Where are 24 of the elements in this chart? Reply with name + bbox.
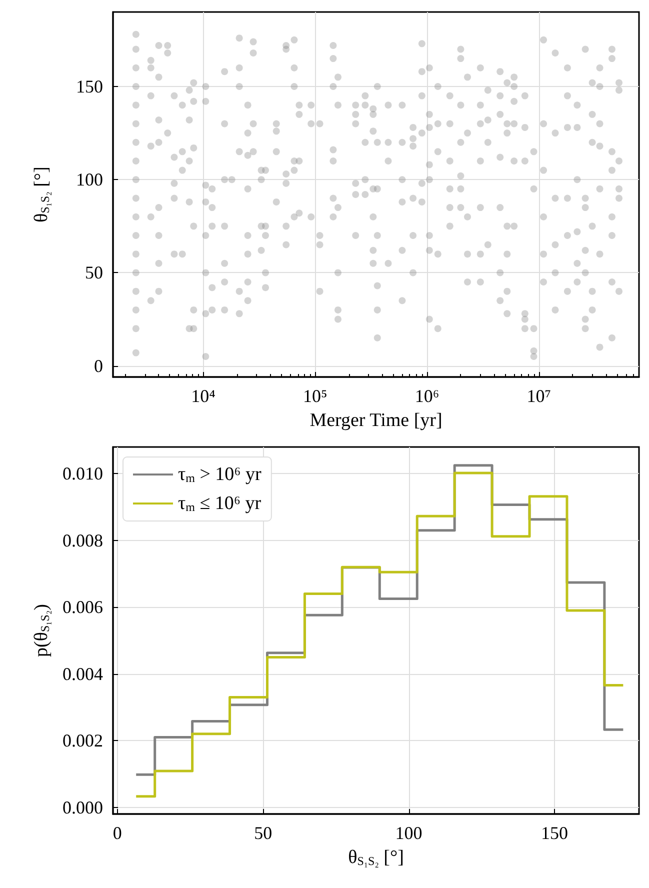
- y-tick-label: 0.010: [62, 464, 103, 484]
- legend-label: τm ≤ 10⁶ yr: [178, 493, 262, 514]
- y-tick-label: 0.008: [62, 530, 103, 550]
- y-tick-label: 0.000: [62, 797, 103, 818]
- x-tick-label: 10⁶: [414, 386, 440, 406]
- x-tick-label: 10⁵: [303, 386, 328, 406]
- y-tick-label: 0.004: [62, 664, 103, 684]
- x-tick-label: 150: [540, 823, 568, 843]
- y-tick-label: 0.002: [62, 730, 103, 751]
- y-tick-label: 0: [94, 356, 103, 376]
- y-tick-label: 50: [85, 262, 103, 283]
- y-axis-title: p(θS₁S₂): [31, 604, 52, 657]
- x-axis-title: Merger Time [yr]: [310, 410, 442, 431]
- y-tick-label: 0.006: [62, 597, 103, 618]
- x-axis-title: θS₁S₂ [°]: [348, 847, 404, 868]
- y-tick-label: 150: [76, 76, 103, 96]
- x-tick-label: 0: [112, 823, 122, 843]
- x-tick-label: 10⁴: [191, 386, 216, 406]
- y-axis-title: θS₁S₂ [°]: [31, 166, 52, 222]
- y-tick-label: 100: [76, 170, 103, 190]
- x-tick-label: 100: [395, 823, 422, 843]
- x-tick-label: 50: [254, 823, 272, 843]
- legend-label: τm > 10⁶ yr: [178, 464, 262, 485]
- x-tick-label: 10⁷: [526, 386, 552, 406]
